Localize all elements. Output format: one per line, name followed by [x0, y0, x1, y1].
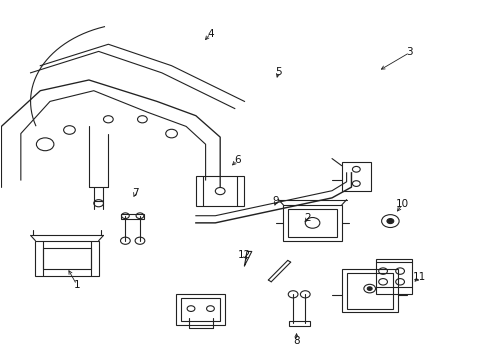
Bar: [196, 176, 244, 206]
Bar: [176, 294, 224, 325]
Bar: [283, 205, 341, 241]
Bar: [341, 269, 397, 312]
Text: 10: 10: [395, 199, 408, 209]
Text: 5: 5: [275, 67, 281, 77]
Text: 11: 11: [412, 272, 426, 282]
Text: 4: 4: [207, 28, 213, 39]
Text: 7: 7: [132, 188, 138, 198]
Text: 2: 2: [304, 213, 310, 223]
Text: 1: 1: [73, 280, 80, 290]
Text: 3: 3: [406, 48, 412, 58]
Text: 9: 9: [272, 197, 279, 206]
Text: 12: 12: [237, 250, 251, 260]
Bar: [121, 214, 143, 219]
Bar: [288, 321, 309, 327]
Bar: [42, 248, 91, 269]
Text: 6: 6: [233, 156, 240, 165]
Text: 8: 8: [293, 336, 299, 346]
Bar: [181, 298, 220, 321]
Circle shape: [386, 219, 393, 224]
Bar: [346, 273, 392, 309]
Bar: [341, 162, 370, 191]
Bar: [375, 258, 411, 294]
Circle shape: [366, 287, 371, 291]
Bar: [35, 241, 99, 276]
Bar: [287, 208, 336, 237]
